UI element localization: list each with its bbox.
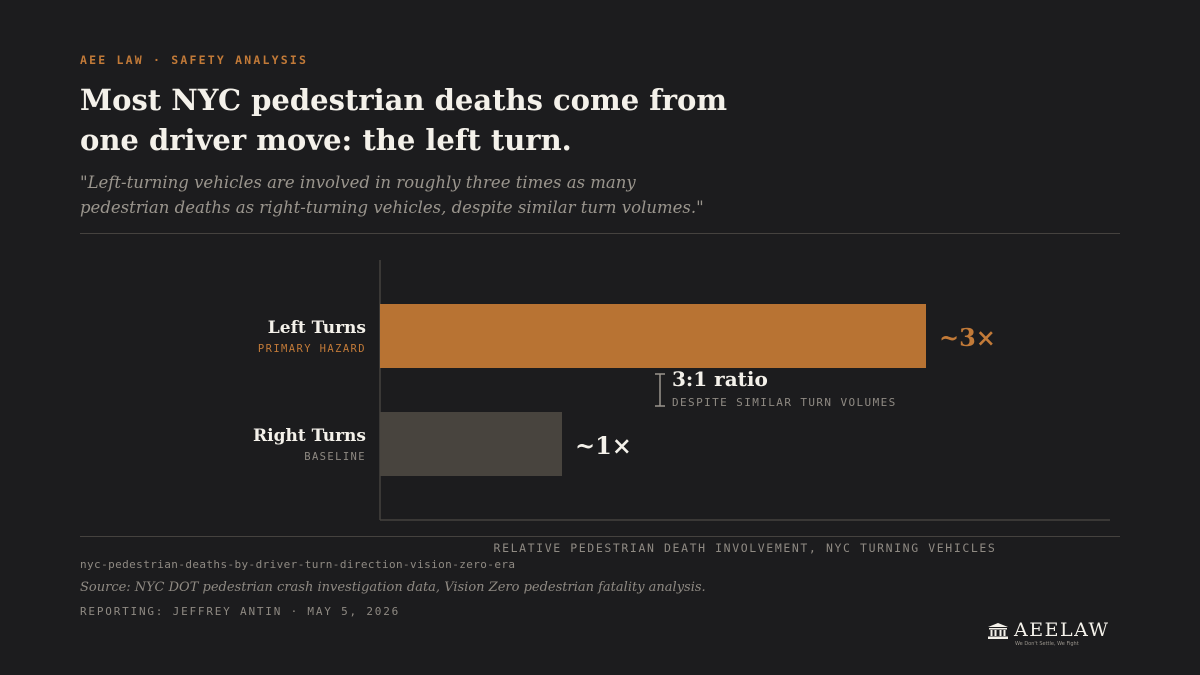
- byline: REPORTING: JEFFREY ANTIN · MAY 5, 2026: [80, 605, 401, 618]
- top-divider: [80, 233, 1120, 234]
- bottom-divider: [80, 536, 1120, 537]
- category-sublabel: PRIMARY HAZARD: [258, 343, 366, 355]
- category-sublabel: BASELINE: [304, 451, 366, 463]
- chart-slug: nyc-pedestrian-deaths-by-driver-turn-dir…: [80, 558, 516, 571]
- bar: [380, 412, 562, 476]
- courthouse-icon: [988, 623, 1008, 639]
- ratio-annotation-subtitle: DESPITE SIMILAR TURN VOLUMES: [672, 396, 897, 409]
- page-title: Most NYC pedestrian deaths come from one…: [80, 83, 728, 157]
- ratio-annotation-title: 3:1 ratio: [672, 367, 768, 391]
- x-axis-label: RELATIVE PEDESTRIAN DEATH INVOLVEMENT, N…: [494, 541, 997, 555]
- source-note: Source: NYC DOT pedestrian crash investi…: [80, 580, 706, 595]
- eyebrow: AEE LAW · SAFETY ANALYSIS: [80, 53, 309, 67]
- category-label: Right Turns: [253, 426, 366, 446]
- aeelaw-logo: AEELAW We Don't Settle, We Fight: [988, 619, 1123, 649]
- logo-tagline: We Don't Settle, We Fight: [1015, 641, 1079, 647]
- category-label: Left Turns: [268, 318, 366, 338]
- pull-quote: "Left-turning vehicles are involved in r…: [80, 173, 704, 217]
- logo-wordmark: AEELAW: [1014, 619, 1110, 641]
- value-label: ~1×: [575, 431, 632, 460]
- value-label: ~3×: [939, 323, 996, 352]
- bar: [380, 304, 926, 368]
